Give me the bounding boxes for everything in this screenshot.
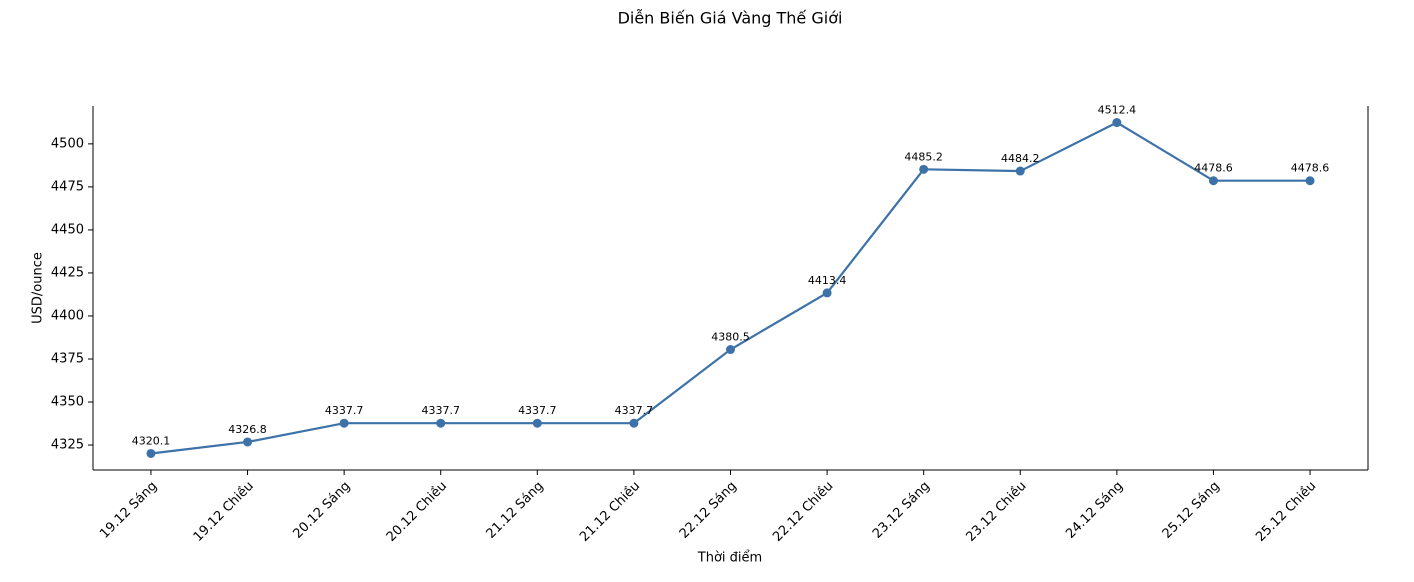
data-point xyxy=(919,164,929,174)
x-tick-label: 24.12 Sáng xyxy=(1063,479,1126,542)
x-tick-label: 21.12 Chiều xyxy=(577,479,643,545)
data-label: 4337.7 xyxy=(421,404,460,417)
data-label: 4337.7 xyxy=(615,404,654,417)
y-tick-label: 4350 xyxy=(51,395,84,410)
data-point xyxy=(726,345,735,355)
x-tick-label: 22.12 Chiều xyxy=(770,479,836,545)
data-label: 4484.2 xyxy=(1001,152,1040,165)
y-tick-label: 4400 xyxy=(51,308,84,323)
data-label: 4320.1 xyxy=(132,434,171,447)
y-tick-label: 4325 xyxy=(51,438,84,453)
data-point xyxy=(1112,118,1122,128)
data-point xyxy=(1305,176,1315,186)
data-label: 4337.7 xyxy=(518,404,557,417)
y-tick-label: 4375 xyxy=(51,351,84,366)
data-label: 4512.4 xyxy=(1098,104,1137,117)
data-label: 4478.6 xyxy=(1291,162,1330,175)
data-label: 4478.6 xyxy=(1194,162,1233,175)
x-tick-label: 21.12 Sáng xyxy=(484,479,547,542)
chart-title: Diễn Biến Giá Vàng Thế Giới xyxy=(618,9,843,28)
x-tick-label: 20.12 Chiều xyxy=(384,479,450,545)
x-tick-label: 22.12 Sáng xyxy=(677,479,740,542)
data-point xyxy=(436,418,446,428)
x-tick-label: 25.12 Chiều xyxy=(1253,479,1319,545)
data-label: 4337.7 xyxy=(325,404,364,417)
x-tick-label: 23.12 Chiều xyxy=(963,479,1029,545)
x-tick-label: 23.12 Sáng xyxy=(870,479,933,542)
data-point xyxy=(146,448,156,458)
y-tick-label: 4475 xyxy=(51,179,84,194)
data-point xyxy=(629,418,639,428)
data-label: 4413.4 xyxy=(808,274,847,287)
x-axis-label: Thời điểm xyxy=(697,551,762,566)
y-tick-label: 4450 xyxy=(51,222,84,237)
data-label: 4380.5 xyxy=(711,331,750,344)
data-point xyxy=(532,418,542,428)
data-label: 4326.8 xyxy=(228,423,267,436)
x-tick-label: 25.12 Sáng xyxy=(1160,479,1223,542)
y-tick-label: 4500 xyxy=(51,136,84,151)
x-tick-label: 19.12 Chiều xyxy=(191,479,257,545)
data-point xyxy=(339,418,349,428)
data-point xyxy=(1015,166,1025,176)
x-tick-label: 19.12 Sáng xyxy=(97,479,160,542)
data-point xyxy=(243,437,253,447)
y-axis-label: USD/ounce xyxy=(31,252,46,324)
x-tick-label: 20.12 Sáng xyxy=(290,479,353,542)
data-point xyxy=(1208,176,1218,186)
data-label: 4485.2 xyxy=(904,150,943,163)
y-tick-label: 4425 xyxy=(51,265,84,280)
data-point xyxy=(822,288,832,298)
